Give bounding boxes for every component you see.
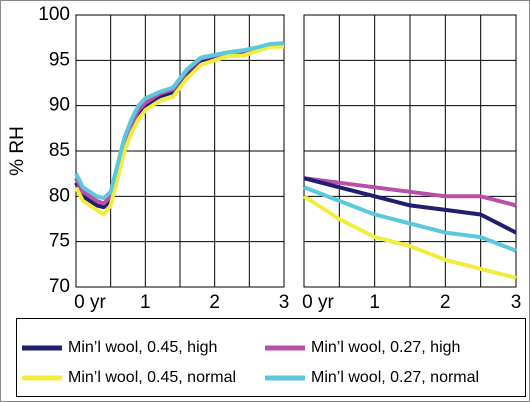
y-tick-label: 100 bbox=[38, 4, 70, 25]
x-tick-label: 2 bbox=[209, 292, 220, 313]
series-line bbox=[303, 176, 517, 208]
x-tick-label: 3 bbox=[279, 292, 290, 313]
series-line bbox=[74, 41, 285, 201]
legend-label: Min’l wool, 0.27, normal bbox=[311, 369, 479, 386]
series-line bbox=[303, 185, 517, 253]
x-tick-label: 2 bbox=[440, 292, 451, 313]
y-tick-label: 75 bbox=[49, 231, 70, 252]
legend-label: Min’l wool, 0.27, high bbox=[311, 339, 460, 356]
series-line bbox=[74, 44, 284, 217]
y-tick-label: 90 bbox=[49, 95, 70, 116]
x-tick-label: 1 bbox=[369, 292, 380, 313]
x-tick-label: 0 yr bbox=[74, 292, 106, 313]
series-line bbox=[302, 194, 517, 280]
y-tick-label: 70 bbox=[49, 276, 70, 297]
legend-label: Min’l wool, 0.45, high bbox=[68, 339, 217, 356]
y-tick-label: 80 bbox=[49, 185, 70, 206]
x-tick-label: 1 bbox=[140, 292, 151, 313]
y-tick-label: 85 bbox=[49, 140, 70, 161]
y-axis-label: % RH bbox=[7, 126, 28, 176]
x-tick-label: 0 yr bbox=[302, 292, 334, 313]
legend-box bbox=[16, 318, 526, 397]
legend-label: Min’l wool, 0.45, normal bbox=[68, 369, 236, 386]
series-line bbox=[303, 176, 517, 235]
y-tick-label: 95 bbox=[49, 49, 70, 70]
x-tick-label: 3 bbox=[511, 292, 522, 313]
